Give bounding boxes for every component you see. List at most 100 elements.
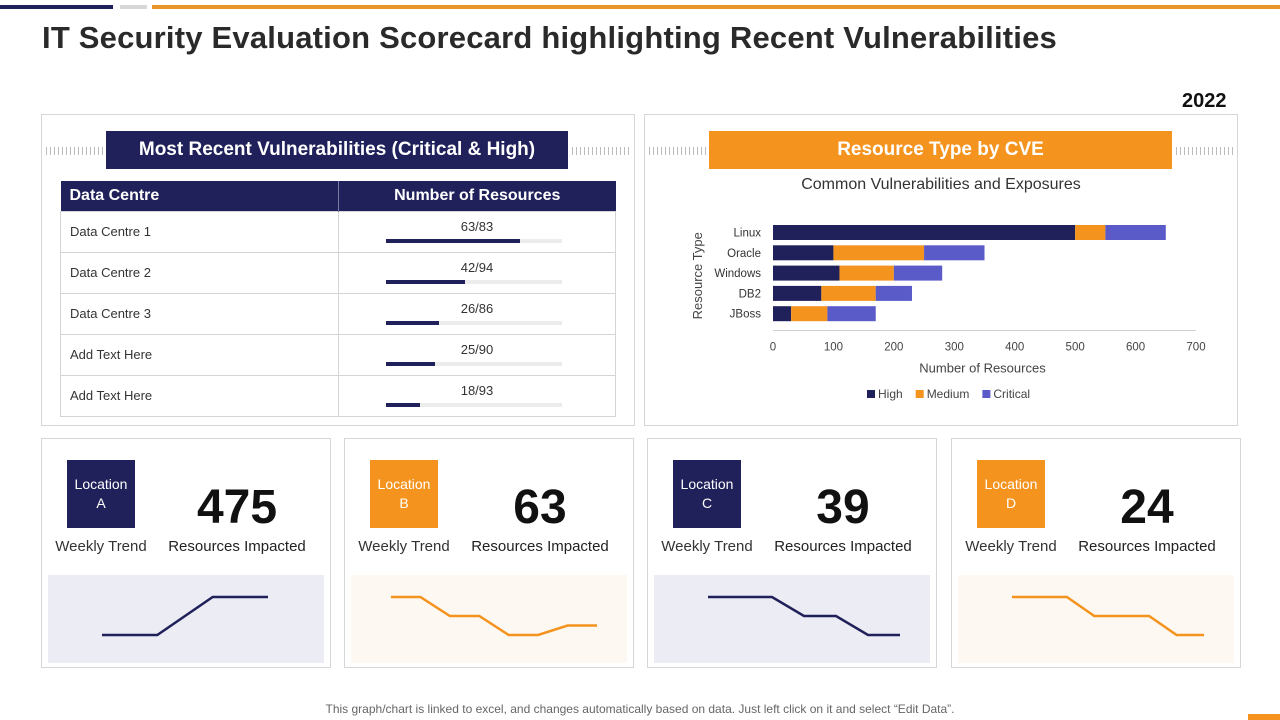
resources-impacted-value: 39 <box>816 481 870 534</box>
table-row: Add Text Here 25/90 <box>60 333 616 376</box>
table-row: Add Text Here 18/93 <box>60 374 616 417</box>
sparkline-line <box>391 595 597 637</box>
progress-fill <box>386 238 520 243</box>
data-centre-name: Data Centre 1 <box>60 210 339 253</box>
progress-track <box>386 320 562 325</box>
bar-critical-linux <box>1105 225 1166 240</box>
weekly-trend-label: Weekly Trend <box>55 538 147 555</box>
progress-track <box>386 238 562 243</box>
bar-critical-db2 <box>875 285 912 301</box>
bar-critical-oracle <box>924 245 985 261</box>
y-category-label: JBoss <box>730 309 762 321</box>
location-badge-letter: D <box>1005 495 1017 511</box>
resources-ratio: 42/94 <box>460 259 494 275</box>
resources-ratio: 18/93 <box>460 382 494 398</box>
weekly-trend-sparkline <box>958 575 1234 663</box>
location-badge-letter: B <box>399 495 409 511</box>
hatch-decoration <box>649 147 707 155</box>
x-tick-label: 500 <box>1066 342 1085 354</box>
x-tick-label: 200 <box>884 342 903 354</box>
location-badge: Location D <box>977 460 1045 528</box>
legend-swatch-high <box>867 390 875 398</box>
resources-ratio: 25/90 <box>460 341 494 357</box>
page-title: IT Security Evaluation Scorecard highlig… <box>42 20 1057 55</box>
cve-header: Resource Type by CVE <box>709 131 1172 169</box>
resources-impacted-value: 475 <box>196 481 278 534</box>
resources-impacted-value: 63 <box>513 481 567 534</box>
resources-cell: 18/93 <box>338 374 616 417</box>
progress-track <box>386 402 562 407</box>
location-badge-label: Location <box>680 476 734 492</box>
progress-track <box>386 279 562 284</box>
bar-high-windows <box>773 265 840 281</box>
progress-fill <box>386 402 420 407</box>
corner-accent <box>1248 714 1280 720</box>
weekly-trend-sparkline <box>48 575 324 663</box>
hatch-decoration <box>1176 147 1234 155</box>
bar-high-jboss <box>773 306 792 322</box>
weekly-trend-label: Weekly Trend <box>965 538 1057 555</box>
location-badge: Location A <box>67 460 135 528</box>
table-row: Data Centre 1 63/83 <box>60 210 616 253</box>
cve-panel: Resource Type by CVE Common Vulnerabilit… <box>644 114 1238 426</box>
resources-impacted-caption: Resources Impacted <box>471 538 609 555</box>
data-centre-name: Data Centre 3 <box>60 292 339 335</box>
y-category-label: Windows <box>714 268 761 280</box>
hatch-decoration <box>572 147 630 155</box>
vulnerabilities-table: Data Centre Number of Resources Data Cen… <box>60 181 616 417</box>
bar-medium-jboss <box>791 306 828 322</box>
x-tick-label: 300 <box>945 342 964 354</box>
resources-cell: 26/86 <box>338 292 616 335</box>
y-category-label: Oracle <box>727 248 761 260</box>
sparkline-svg <box>391 595 597 637</box>
bar-medium-oracle <box>833 245 925 261</box>
bar-medium-linux <box>1075 225 1106 240</box>
table-row: Data Centre 2 42/94 <box>60 251 616 294</box>
x-tick-label: 400 <box>1005 342 1024 354</box>
bar-critical-windows <box>893 265 943 281</box>
progress-fill <box>386 279 465 284</box>
column-header-number-of-resources: Number of Resources <box>338 181 616 211</box>
x-tick-label: 700 <box>1186 342 1205 354</box>
sparkline-svg <box>1012 595 1204 637</box>
bar-medium-db2 <box>821 285 876 301</box>
sparkline-line <box>1012 595 1204 637</box>
weekly-trend-sparkline <box>351 575 627 663</box>
legend-swatch-critical <box>982 390 991 398</box>
resources-ratio: 63/83 <box>460 218 494 234</box>
y-category-label: DB2 <box>739 288 761 300</box>
sparkline-svg <box>102 595 268 637</box>
bar-high-linux <box>773 225 1076 240</box>
table-row: Data Centre 3 26/86 <box>60 292 616 335</box>
resources-impacted-caption: Resources Impacted <box>1078 538 1216 555</box>
data-centre-name: Add Text Here <box>60 374 339 417</box>
year-label: 2022 <box>1182 90 1227 112</box>
location-badge-label: Location <box>984 476 1038 492</box>
table-header-row: Data Centre Number of Resources <box>60 181 616 211</box>
location-badge: Location B <box>370 460 438 528</box>
top-accent-bar-navy <box>0 5 113 9</box>
vulnerabilities-header: Most Recent Vulnerabilities (Critical & … <box>106 131 568 169</box>
x-axis-label: Number of Resources <box>919 361 1046 376</box>
bar-critical-jboss <box>827 306 876 322</box>
resources-cell: 63/83 <box>338 210 616 253</box>
progress-fill <box>386 361 435 366</box>
legend-label-medium: Medium <box>927 387 970 401</box>
bar-high-db2 <box>773 285 822 301</box>
location-badge-label: Location <box>74 476 128 492</box>
column-header-data-centre: Data Centre <box>60 181 339 211</box>
sparkline-line <box>708 595 900 637</box>
y-axis-label: Resource Type <box>690 232 705 319</box>
chart-title: Common Vulnerabilities and Exposures <box>801 176 1081 193</box>
top-accent-bar-gray <box>120 5 147 9</box>
x-tick-label: 600 <box>1126 342 1145 354</box>
weekly-trend-label: Weekly Trend <box>661 538 753 555</box>
location-card-d: Location D Weekly Trend 24 Resources Impacte… <box>951 438 1241 668</box>
location-badge-letter: C <box>701 495 713 511</box>
resources-impacted-caption: Resources Impacted <box>168 538 306 555</box>
location-badge-label: Location <box>377 476 431 492</box>
legend-label-critical: Critical <box>993 387 1030 401</box>
resources-cell: 25/90 <box>338 333 616 376</box>
bar-high-oracle <box>773 245 834 261</box>
legend-label-high: High <box>878 387 903 401</box>
